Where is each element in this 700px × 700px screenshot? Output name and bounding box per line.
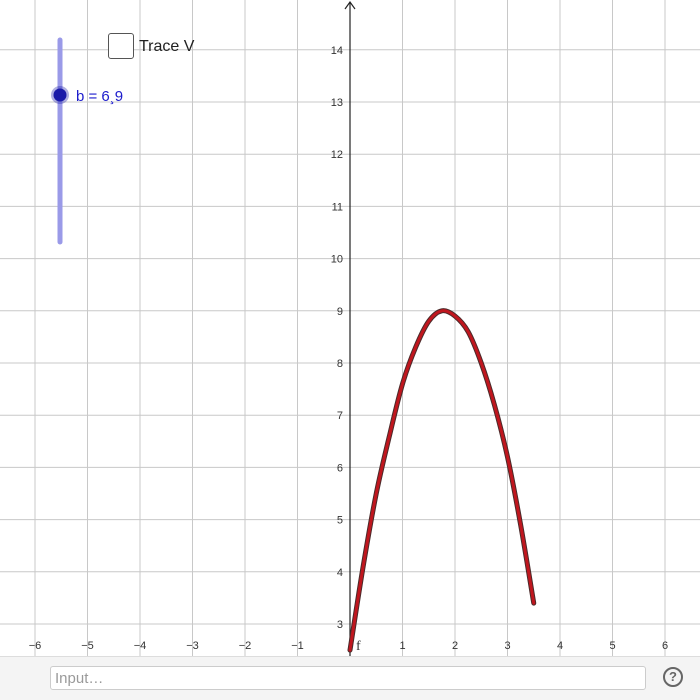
curve-label-f: f [356,639,361,654]
y-tick-label: 5 [337,515,343,527]
y-tick-label: 4 [337,567,343,579]
x-tick-label: 3 [504,640,510,652]
graphics-view[interactable]: −6 −5 −4 −3 −2 −1 1 2 3 4 5 6 3 4 5 6 7 8 9 10 11 12 13 14 f b … [0,0,700,656]
y-tick-label: 9 [337,306,343,318]
curve-f[interactable] [348,309,536,652]
x-tick-label: −3 [186,640,199,652]
y-tick-label: 11 [332,201,343,213]
slider-b[interactable] [51,37,69,245]
y-tick-label: 3 [337,619,343,631]
x-tick-label: −1 [291,640,304,652]
x-tick-label: 2 [452,640,458,652]
x-tick-label: 1 [399,640,405,652]
trace-v-label: Trace V [139,38,195,55]
x-tick-label: −6 [29,640,42,652]
x-tick-label: −4 [134,640,147,652]
y-tick-label: 8 [337,358,343,370]
x-tick-label: −5 [81,640,94,652]
slider-knob[interactable] [53,88,67,102]
y-tick-label: 6 [337,462,343,474]
x-tick-label: 5 [609,640,615,652]
y-tick-label: 12 [331,149,343,161]
input-bar: ? [0,656,700,700]
algebra-input-field[interactable] [50,666,646,690]
slider-value-label: b = 6¸9 [76,88,124,105]
function-curves[interactable]: f [347,308,537,654]
x-tick-label: −2 [239,640,252,652]
y-tick-label: 10 [331,254,343,266]
x-tick-label: 6 [662,640,668,652]
y-tick-label: 13 [331,97,343,109]
axes [344,0,356,656]
x-tick-label: 4 [557,640,563,652]
y-axis-arrow [344,0,356,10]
y-tick-label: 14 [331,45,343,57]
y-tick-label: 7 [337,410,343,422]
trace-v-checkbox[interactable] [108,33,134,59]
help-button[interactable]: ? [663,667,683,687]
